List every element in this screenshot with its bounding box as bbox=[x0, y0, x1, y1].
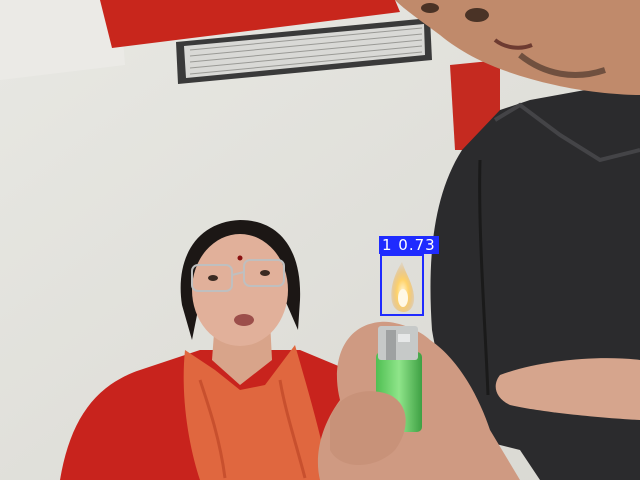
lighter-metal-top bbox=[378, 326, 418, 360]
red-ceiling-soffit bbox=[100, 0, 400, 48]
thumb bbox=[495, 358, 640, 420]
flame bbox=[391, 262, 415, 312]
detection-label: 1 0.73 bbox=[379, 236, 439, 254]
woman-face bbox=[192, 234, 288, 346]
ceiling bbox=[0, 0, 125, 80]
woman-glasses bbox=[191, 259, 285, 292]
detection-bounding-box bbox=[380, 254, 424, 316]
